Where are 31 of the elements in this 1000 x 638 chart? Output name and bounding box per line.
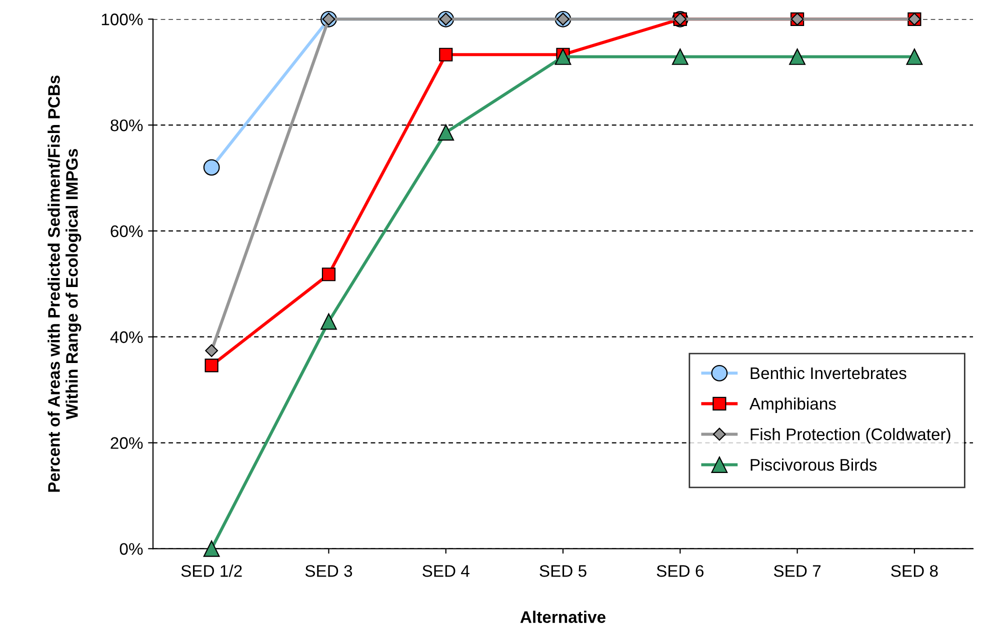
point xyxy=(554,48,572,65)
legend-label: Fish Protection (Coldwater) xyxy=(750,428,950,444)
legend-label: Piscivorous Birds xyxy=(750,458,877,471)
x-tick-label: SED 4 xyxy=(422,565,470,577)
x-tick-label: SED 5 xyxy=(540,565,586,577)
x-tick-label: SED 8 xyxy=(891,565,938,577)
point xyxy=(203,540,220,557)
y-tick-label: 80% xyxy=(110,119,143,132)
point xyxy=(906,48,923,65)
y-tick-label: 20% xyxy=(110,437,143,449)
legend-label: Amphibians xyxy=(749,397,836,413)
point xyxy=(789,48,806,65)
x-tick-label: SED 7 xyxy=(774,565,821,577)
point xyxy=(672,48,688,65)
x-tick-label: SED 1/2 xyxy=(181,564,242,577)
y-tick-label: 100% xyxy=(102,14,143,26)
point xyxy=(438,124,454,141)
point xyxy=(322,268,336,282)
point xyxy=(439,48,453,62)
point xyxy=(203,159,220,176)
y-tick-label: 60% xyxy=(110,225,143,238)
x-tick-label: SED 3 xyxy=(305,565,352,577)
y-tick-label: 0% xyxy=(120,543,143,555)
x-axis-title: Alternative xyxy=(520,610,606,623)
x-tick-label: SED 6 xyxy=(656,565,704,577)
y-axis-title: Percent of Areas with Predicted Sediment/Fish PCBs Within Range of Ecological IMPGs xyxy=(48,76,82,492)
legend-label: Benthic Invertebrates xyxy=(750,366,906,380)
point xyxy=(320,313,337,330)
point xyxy=(204,358,218,372)
y-tick-label: 40% xyxy=(110,331,143,344)
point xyxy=(205,344,218,358)
